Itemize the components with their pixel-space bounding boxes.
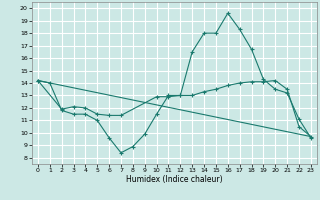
X-axis label: Humidex (Indice chaleur): Humidex (Indice chaleur)	[126, 175, 223, 184]
